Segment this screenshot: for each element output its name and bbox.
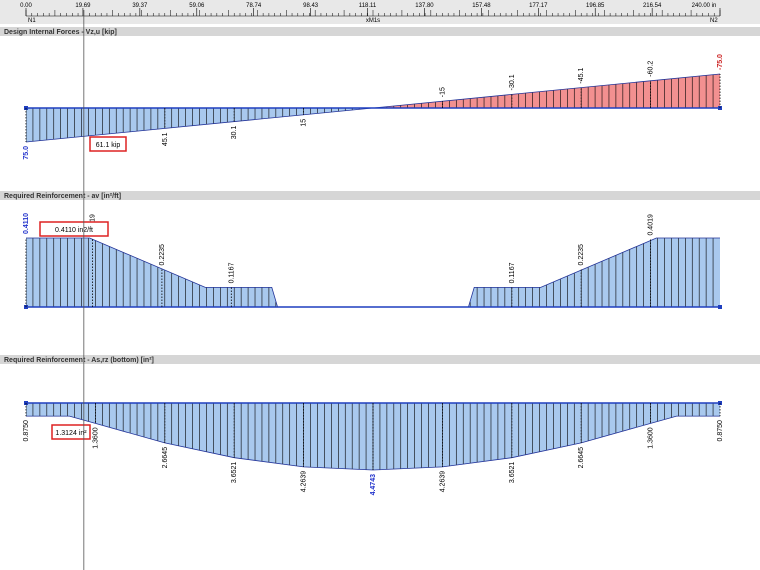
value-label: 45.1 — [162, 132, 169, 146]
ruler-label: 216.54 — [643, 3, 662, 9]
value-label: 0.2235 — [578, 244, 585, 266]
value-label: -15 — [439, 87, 446, 97]
ruler-label: 196.85 — [586, 3, 605, 9]
value-label: 30.1 — [231, 126, 238, 140]
ruler-label: 59.06 — [189, 3, 205, 9]
start-node: N1 — [28, 18, 36, 24]
tooltip-text: 0.4110 in2/ft — [55, 227, 93, 234]
fill-negative — [26, 307, 720, 378]
value-label: 0.4019 — [648, 214, 655, 236]
ruler-label: 0.00 — [20, 3, 32, 9]
value-label: 4.4743 — [370, 474, 377, 496]
ruler-label: 118.11 — [359, 3, 377, 9]
ruler-label: 98.43 — [303, 3, 319, 9]
tooltip-box — [51, 424, 91, 440]
value-label: 75.0 — [23, 146, 30, 160]
value-label: -60.2 — [648, 61, 655, 77]
value-label: -30.1 — [509, 74, 516, 90]
value-label: 0.4110 — [23, 213, 30, 234]
ruler-label: 39.37 — [132, 3, 148, 9]
ruler-label: 78.74 — [246, 3, 262, 9]
ruler-label: 240.00 in — [692, 3, 717, 9]
value-label: 2.6645 — [578, 447, 585, 469]
value-label: 4.2639 — [301, 471, 308, 493]
ruler-label: 137.80 — [415, 3, 434, 9]
fill-negative — [26, 334, 720, 403]
tooltip-box — [89, 136, 127, 152]
end-node: N2 — [710, 18, 718, 24]
value-label: 2.6645 — [162, 447, 169, 469]
value-label: -75.0 — [717, 54, 724, 70]
value-label: 1.3600 — [648, 427, 655, 449]
ruler-label: 19.69 — [75, 3, 91, 9]
panel-header — [0, 191, 760, 200]
value-label: 0.2235 — [159, 244, 166, 266]
node — [718, 305, 722, 309]
value-label: 0.8750 — [23, 420, 30, 442]
panel-title: Required Reinforcement - av [in²/ft] — [4, 193, 121, 200]
value-label: 1.3600 — [92, 427, 99, 449]
value-label: -45.1 — [578, 67, 585, 83]
value-label: 3.6521 — [509, 462, 516, 484]
value-label: 15 — [301, 119, 308, 127]
panel-header — [0, 27, 760, 36]
ruler-label: 157.48 — [472, 3, 491, 9]
value-label: 3.6521 — [231, 462, 238, 484]
panel-title: Design Internal Forces - Vz,u [kip] — [4, 29, 117, 36]
value-label: 4.2639 — [439, 471, 446, 493]
panel-header — [0, 355, 760, 364]
tooltip-text: 61.1 kip — [96, 142, 121, 149]
panel-title: Required Reinforcement - As,rz (bottom) … — [4, 357, 154, 364]
tooltip-box — [39, 221, 109, 237]
tooltip-text: 1.3124 in² — [55, 430, 87, 437]
value-label: 0.8750 — [717, 420, 724, 442]
value-label: 0.1167 — [228, 262, 235, 283]
ruler-label: 177.17 — [529, 3, 548, 9]
value-label: 0.1167 — [509, 262, 516, 283]
member-label: xM1s — [366, 18, 380, 24]
